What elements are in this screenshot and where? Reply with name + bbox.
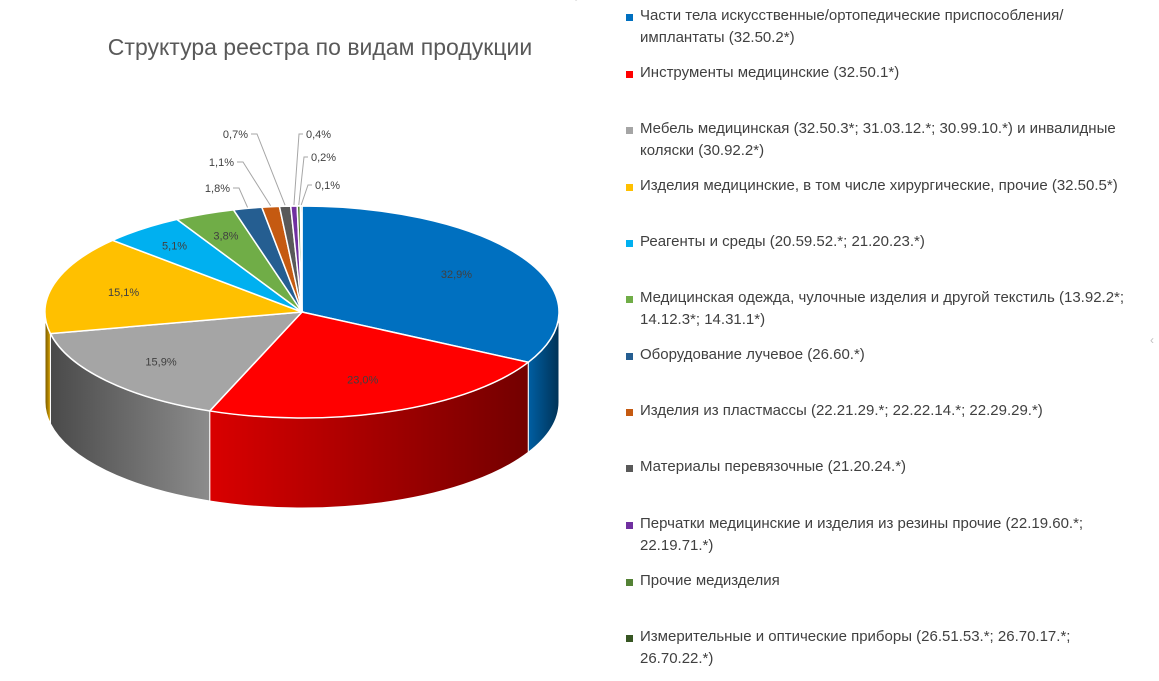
legend-swatch <box>626 353 633 360</box>
pie-slice-2 <box>208 311 530 419</box>
legend-item-12: Измерительные и оптические приборы (26.5… <box>624 626 1144 670</box>
legend-swatch <box>626 522 633 529</box>
legend-item-10: Перчатки медицинские и изделия из резины… <box>624 513 1144 557</box>
data-label-1: 32,9% <box>441 269 472 281</box>
legend-label: Материалы перевязочные (21.20.24.*) <box>640 458 907 475</box>
edge-fragment-top: • <box>574 0 578 6</box>
data-label-11: 0,2% <box>311 152 336 164</box>
legend-item-4: Изделия медицинские, в том числе хирурги… <box>624 175 1144 197</box>
data-label-7: 1,8% <box>205 183 230 195</box>
legend-label: Инструменты медицинские (32.50.1*) <box>640 64 900 81</box>
legend-swatch <box>626 184 633 191</box>
legend-swatch <box>626 296 633 303</box>
legend-label: Изделия медицинские, в том числе хирурги… <box>640 177 1118 194</box>
pie-slice-12 <box>299 205 303 313</box>
legend-label: Измерительные и оптические приборы (26.5… <box>640 628 1071 667</box>
legend-label: Реагенты и среды (20.59.52.*; 21.20.23.*… <box>640 233 925 250</box>
legend-item-9: Материалы перевязочные (21.20.24.*) <box>624 456 1144 478</box>
leader-line-12 <box>300 184 312 206</box>
legend-swatch <box>626 240 633 247</box>
data-label-9: 0,7% <box>223 129 248 141</box>
data-label-8: 1,1% <box>209 157 234 169</box>
leader-line-8 <box>237 161 272 207</box>
legend-swatch <box>626 579 633 586</box>
legend-label: Части тела искусственные/ортопедические … <box>640 7 1064 46</box>
legend-label: Прочие медизделия <box>640 572 780 589</box>
data-label-5: 5,1% <box>162 240 187 252</box>
data-label-12: 0,1% <box>315 180 340 192</box>
legend-label: Мебель медицинская (32.50.3*; 31.03.12.*… <box>640 120 1116 159</box>
pie-slice-3 <box>49 311 304 412</box>
pie-slice-1 <box>301 205 560 364</box>
chart-title: Структура реестра по видам продукции <box>107 34 533 60</box>
legend-item-8: Изделия из пластмассы (22.21.29.*; 22.22… <box>624 400 1144 422</box>
leader-line-9 <box>251 133 286 206</box>
leader-line-7 <box>233 187 249 208</box>
legend-item-11: Прочие медизделия <box>624 570 1144 592</box>
legend-label: Медицинская одежда, чулочные изделия и д… <box>640 289 1125 328</box>
legend-label: Оборудование лучевое (26.60.*) <box>640 346 865 363</box>
leader-line-11 <box>298 156 308 206</box>
data-label-3: 15,9% <box>145 356 176 368</box>
legend-label: Изделия из пластмассы (22.21.29.*; 22.22… <box>640 402 1043 419</box>
pie-chart: 32,9% 23,0% 15,9% 15,1% 5,1% 3,8% 1,8% 1,1% 0,7%… <box>44 129 560 509</box>
legend-item-7: Оборудование лучевое (26.60.*) <box>624 344 1144 366</box>
data-label-4: 15,1% <box>108 287 139 299</box>
legend-item-1: Части тела искусственные/ортопедические … <box>624 5 1144 49</box>
legend-item-2: Инструменты медицинские (32.50.1*) <box>624 62 1144 84</box>
legend-swatch <box>626 127 633 134</box>
legend-label: Перчатки медицинские и изделия из резины… <box>640 515 1084 554</box>
legend-swatch <box>626 635 633 642</box>
chart-legend: Части тела искусственные/ортопедические … <box>624 0 1159 681</box>
legend-swatch <box>626 71 633 78</box>
leader-line-10 <box>293 133 303 206</box>
pie-slice-4 <box>44 239 303 335</box>
data-label-2: 23,0% <box>347 375 378 387</box>
legend-swatch <box>626 465 633 472</box>
legend-item-5: Реагенты и среды (20.59.52.*; 21.20.23.*… <box>624 231 1144 253</box>
legend-swatch <box>626 409 633 416</box>
legend-item-3: Мебель медицинская (32.50.3*; 31.03.12.*… <box>624 118 1144 162</box>
legend-item-6: Медицинская одежда, чулочные изделия и д… <box>624 287 1144 331</box>
legend-swatch <box>626 14 633 21</box>
data-label-6: 3,8% <box>213 231 238 243</box>
edge-fragment: ‹ <box>1150 333 1154 347</box>
data-label-10: 0,4% <box>306 129 331 141</box>
